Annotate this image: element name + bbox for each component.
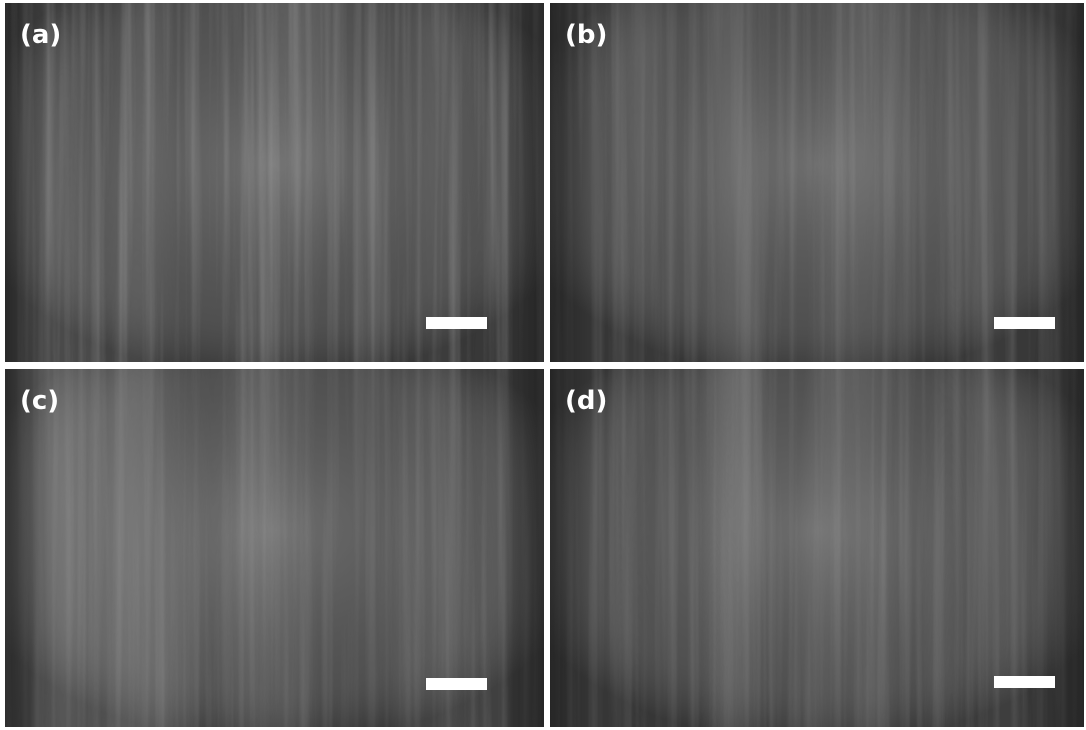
panel-edge — [5, 369, 544, 727]
panel-edge — [550, 3, 1084, 362]
scale-bar — [426, 317, 487, 329]
image-panel: (d) — [550, 369, 1084, 727]
panel-label: (b) — [565, 20, 607, 50]
scale-bar — [426, 678, 487, 690]
scale-bar — [994, 317, 1055, 329]
image-panel: (a) — [5, 3, 544, 362]
panel-edge — [550, 369, 1084, 727]
image-panel: (b) — [550, 3, 1084, 362]
scale-bar — [994, 676, 1055, 688]
figure: (a) (b) (c) (d) — [0, 0, 1086, 730]
panel-label: (c) — [20, 386, 59, 416]
panel-edge — [5, 3, 544, 362]
panel-label: (d) — [565, 386, 607, 416]
image-panel: (c) — [5, 369, 544, 727]
page: (a)(b)(c)(d) (() => { const data = JSON.… — [0, 0, 1086, 730]
panel-label: (a) — [20, 20, 61, 50]
